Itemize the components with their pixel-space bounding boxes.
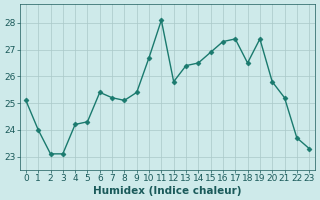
X-axis label: Humidex (Indice chaleur): Humidex (Indice chaleur): [93, 186, 242, 196]
